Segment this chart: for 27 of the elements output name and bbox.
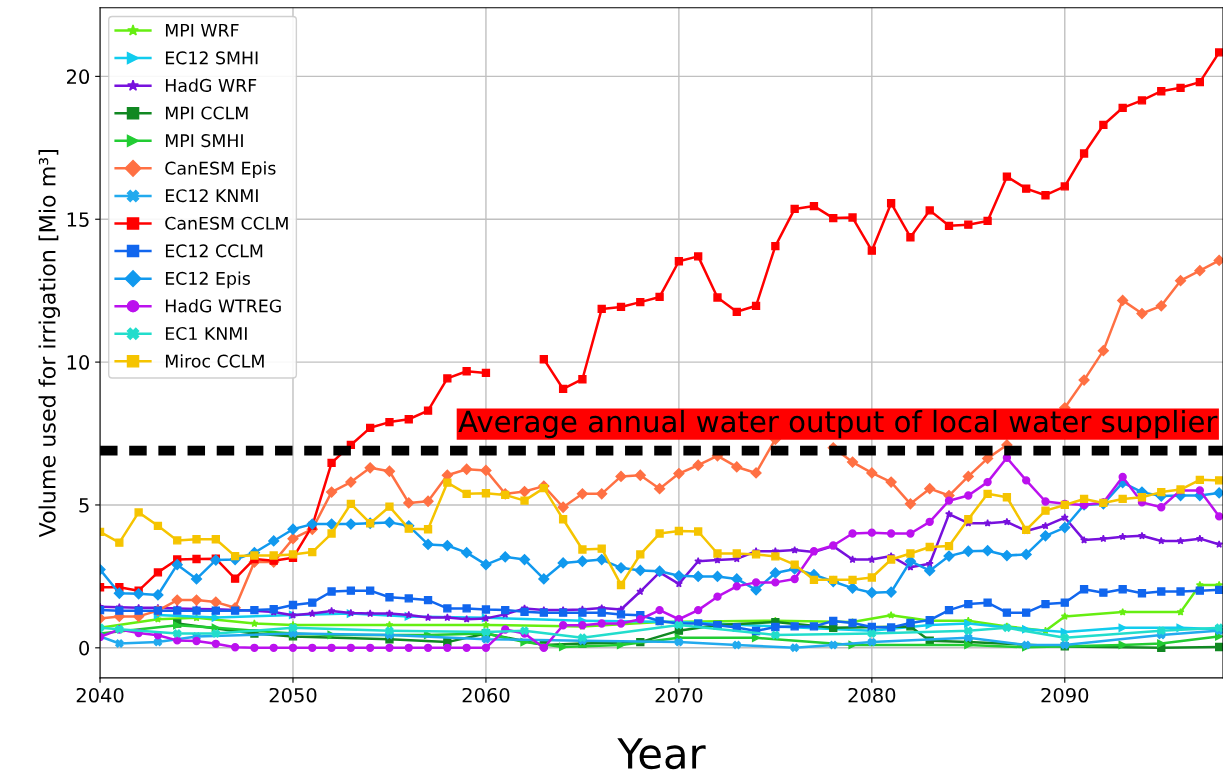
x-tick-label: 2090 <box>1041 687 1089 703</box>
y-axis-title: Volume used for irrigation [Mio m³] <box>38 150 61 538</box>
legend-label: CanESM Epis <box>165 161 276 179</box>
x-tick-label: 2050 <box>269 687 317 703</box>
legend-label: HadG WTREG <box>165 299 281 313</box>
x-tick-label: 2040 <box>76 687 124 703</box>
legend-label: Miroc CCLM <box>165 354 264 368</box>
legend-label: MPI WRF <box>165 23 239 37</box>
x-tick-label: 2060 <box>462 687 510 703</box>
x-tick-label: 2080 <box>848 687 896 703</box>
y-tick-label: 15 <box>67 212 89 227</box>
y-tick-label: 5 <box>79 498 89 513</box>
legend-label: EC1 KNMI <box>165 326 247 341</box>
legend-label: HadG WRF <box>165 78 257 92</box>
y-tick-label: 0 <box>79 640 90 656</box>
y-tick-label: 20 <box>67 69 90 85</box>
legend-label: EC12 Epis <box>165 271 250 289</box>
ref-line-label: Average annual water output of local water supplier <box>458 409 1218 439</box>
legend-label: EC12 KNMI <box>165 189 258 203</box>
legend-label: MPI CCLM <box>165 106 248 120</box>
x-axis-title: Year <box>617 738 706 770</box>
legend-label: EC12 SMHI <box>165 51 258 65</box>
x-tick-label: 2070 <box>655 687 703 703</box>
y-tick-label: 10 <box>67 355 90 370</box>
legend-label: MPI SMHI <box>165 134 243 148</box>
legend-label: CanESM CCLM <box>165 216 288 230</box>
legend-label: EC12 CCLM <box>165 244 263 258</box>
